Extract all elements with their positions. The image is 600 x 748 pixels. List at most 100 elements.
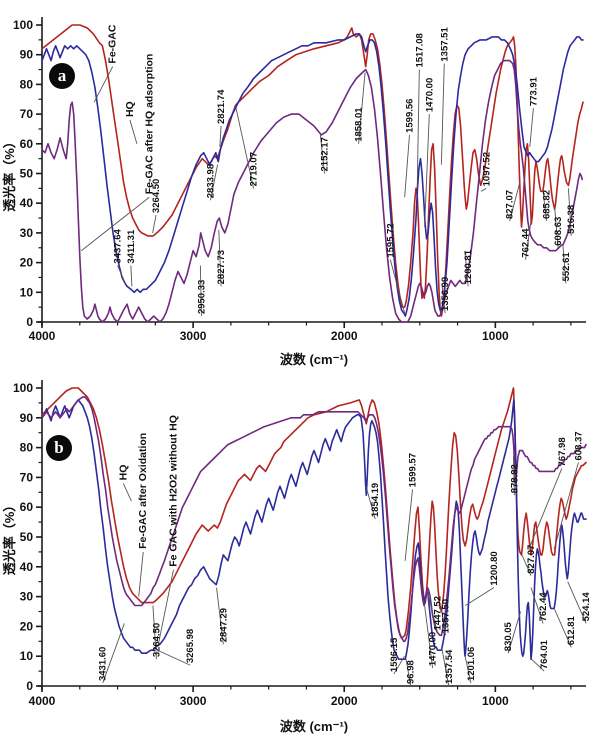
panel-b-plot: 4000 3000 2000 1000 0 10 20 30 40 50 60 70 80 90 100 波数… xyxy=(2,380,592,734)
peak-label: 1599.57 xyxy=(408,453,419,487)
spectrum-curve-blue xyxy=(41,399,587,661)
x-tick-label: 2000 xyxy=(331,694,358,708)
peak-label: 2152.17 xyxy=(320,137,331,171)
peak-label: 3264.50 xyxy=(151,179,162,213)
peak-label: 685.82 xyxy=(541,190,552,219)
y-tick-label: 100 xyxy=(13,381,33,395)
peak-leader-line xyxy=(152,214,157,233)
series-label: HQ xyxy=(117,465,129,481)
series-label-leader xyxy=(81,196,150,252)
peak-label: 2821.74 xyxy=(216,89,227,124)
spectrum-curve-blue xyxy=(41,33,584,317)
y-tick-label: 40 xyxy=(20,196,34,210)
peak-leader-line xyxy=(440,63,445,165)
y-tick-label: 90 xyxy=(20,411,34,425)
peak-label: 878.82 xyxy=(509,464,520,493)
peak-label: 1200.81 xyxy=(463,249,474,284)
y-tick-label: 60 xyxy=(20,500,34,514)
peak-leader-line xyxy=(509,182,521,222)
peak-label: 1596.15 xyxy=(389,637,400,672)
y-tick-label: 10 xyxy=(20,285,34,299)
peak-leader-line xyxy=(465,587,495,606)
series-label-leader xyxy=(122,483,132,502)
peak-leader-line xyxy=(521,554,532,576)
peak-leader-line xyxy=(389,259,406,314)
peak-label: 1858.01 xyxy=(354,107,365,142)
series-label: Fe-GAC after HQ adsorption xyxy=(143,54,155,195)
peak-leader-line xyxy=(441,647,450,687)
series-label-leader xyxy=(138,551,144,597)
peak-label: 2950.33 xyxy=(196,280,207,314)
series-label: Fe-GAC after Oxidation xyxy=(137,433,149,549)
panel-a-badge: a xyxy=(49,63,75,89)
panel-a-plot: 4000 3000 2000 1000 0 10 20 30 40 50 60 70 80 90 100 波数… xyxy=(2,17,586,367)
peak-label: 762.44 xyxy=(521,228,532,258)
peak-leader-line xyxy=(531,658,545,672)
peak-leader-line xyxy=(152,605,157,660)
peak-leader-line xyxy=(393,655,405,675)
peak-leader-line xyxy=(416,69,420,189)
peak-label: 3265.98 xyxy=(185,629,196,663)
x-axis-label: 波数 (cm⁻¹) xyxy=(280,352,348,367)
y-tick-label: 30 xyxy=(20,590,34,604)
peak-label: 1200.80 xyxy=(489,551,500,585)
peak-label: 2827.73 xyxy=(216,250,227,284)
peak-label: 608.37 xyxy=(573,431,584,460)
peak-label: 1447.52 xyxy=(432,596,443,630)
series-label-leader xyxy=(157,569,174,645)
peak-label: 516.38 xyxy=(566,205,577,234)
peak-label: 2847.29 xyxy=(218,608,229,642)
peak-leader-line xyxy=(553,608,572,648)
peak-label: 1854.19 xyxy=(370,483,381,517)
peak-label: 1470.00 xyxy=(424,78,435,112)
peak-label: 773.91 xyxy=(528,76,539,106)
peak-label: 2719.07 xyxy=(249,152,260,186)
peak-leader-line xyxy=(562,244,567,284)
x-tick-label: 1000 xyxy=(482,694,509,708)
y-tick-label: 50 xyxy=(20,530,34,544)
panel-b-badge: b xyxy=(46,435,72,461)
y-tick-label: 40 xyxy=(20,560,34,574)
y-tick-label: 20 xyxy=(20,619,34,633)
y-tick-label: 90 xyxy=(20,48,34,62)
peak-leader-line xyxy=(130,265,133,287)
peak-label: 1357.51 xyxy=(439,27,450,62)
peak-label: 3431.60 xyxy=(98,647,109,681)
x-tick-label: 4000 xyxy=(29,329,56,343)
peak-leader-line xyxy=(102,623,125,684)
spectrum-curve-purple xyxy=(41,396,587,643)
peak-leader-line xyxy=(464,656,472,684)
y-tick-label: 0 xyxy=(26,315,33,329)
y-tick-label: 20 xyxy=(20,256,34,270)
peak-leader-line xyxy=(404,134,410,198)
series-label-leader xyxy=(129,119,138,144)
peak-leader-line xyxy=(530,587,544,624)
peak-leader-line xyxy=(424,114,430,227)
peak-label: 2833.98 xyxy=(205,164,216,198)
peak-leader-line xyxy=(513,456,515,496)
peak-leader-line xyxy=(529,108,534,147)
peak-label: 1517.08 xyxy=(414,33,425,67)
panel-a: a 4000 3000 2000 1000 0 10 20 30 40 50 60 70 80 90 100… xyxy=(2,17,586,367)
peak-leader-line xyxy=(529,468,563,547)
peak-leader-line xyxy=(216,587,224,645)
peak-leader-line xyxy=(358,72,366,144)
y-tick-label: 100 xyxy=(13,18,33,32)
peak-label: 1356.99 xyxy=(440,277,451,311)
peak-label: 96.98 xyxy=(406,660,417,684)
x-tick-label: 2000 xyxy=(331,329,358,343)
peak-leader-line xyxy=(424,605,434,669)
y-axis-label: 透光率（%） xyxy=(2,135,17,212)
series-label-leader xyxy=(93,66,114,103)
peak-leader-line xyxy=(157,649,191,666)
x-tick-label: 1000 xyxy=(482,329,509,343)
peak-leader-line xyxy=(525,220,532,260)
series-label: HQ xyxy=(124,101,136,117)
peak-leader-line xyxy=(210,164,219,201)
y-tick-label: 10 xyxy=(20,649,34,663)
y-tick-label: 80 xyxy=(20,441,34,455)
series-label: Fe GAC with H2O2 without HQ xyxy=(167,415,179,567)
peak-leader-line xyxy=(464,250,469,287)
x-tick-label: 4000 xyxy=(29,694,56,708)
